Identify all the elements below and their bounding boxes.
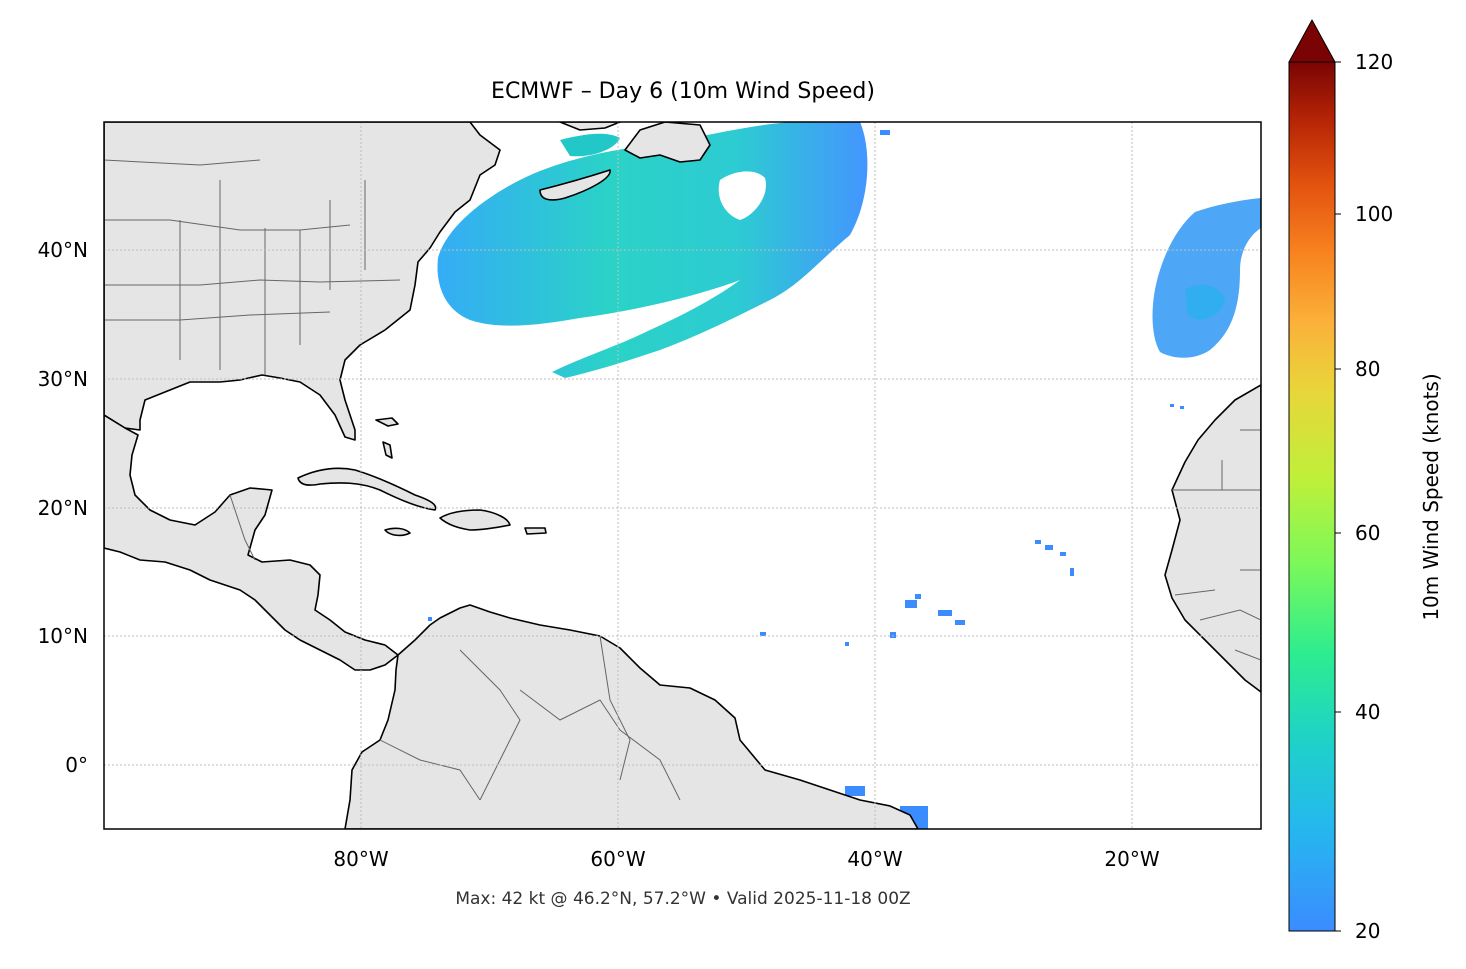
colorbar-tick-40: 40 — [1355, 700, 1380, 724]
borders — [104, 159, 1261, 801]
map-title: ECMWF – Day 6 (10m Wind Speed) — [491, 79, 875, 104]
wind-swath-east-atlantic — [1152, 198, 1261, 358]
lon-tick-80w: 80°W — [333, 847, 388, 871]
map-area — [104, 122, 1261, 829]
colorbar-tick-80: 80 — [1355, 357, 1380, 381]
colorbar-extend-arrow — [1288, 18, 1336, 63]
lat-tick-20: 20°N — [38, 496, 88, 520]
lat-tick-30: 30°N — [38, 367, 88, 391]
lon-tick-labels: 80°W 60°W 40°W 20°W — [333, 847, 1159, 871]
colorbar-label: 10m Wind Speed (knots) — [1419, 373, 1443, 620]
lon-tick-60w: 60°W — [590, 847, 645, 871]
colorbar-tick-60: 60 — [1355, 521, 1380, 545]
lat-tick-labels: 40°N 30°N 20°N 10°N 0° — [38, 238, 88, 777]
max-wind-caption: Max: 42 kt @ 46.2°N, 57.2°W • Valid 2025… — [455, 889, 910, 909]
lat-tick-40: 40°N — [38, 238, 88, 262]
colorbar-gradient — [1288, 61, 1336, 932]
colorbar-tick-100: 100 — [1355, 202, 1393, 226]
lon-tick-40w: 40°W — [847, 847, 902, 871]
colorbar: 120 100 80 60 40 20 10m Wind Speed (knot… — [1288, 18, 1443, 943]
colorbar-tick-120: 120 — [1355, 50, 1393, 74]
land — [104, 122, 1261, 829]
lon-tick-20w: 20°W — [1104, 847, 1159, 871]
lat-tick-10: 10°N — [38, 624, 88, 648]
lat-tick-0: 0° — [65, 753, 88, 777]
map-frame — [103, 121, 1262, 830]
graticule — [104, 122, 1261, 829]
colorbar-tick-20: 20 — [1355, 919, 1380, 943]
